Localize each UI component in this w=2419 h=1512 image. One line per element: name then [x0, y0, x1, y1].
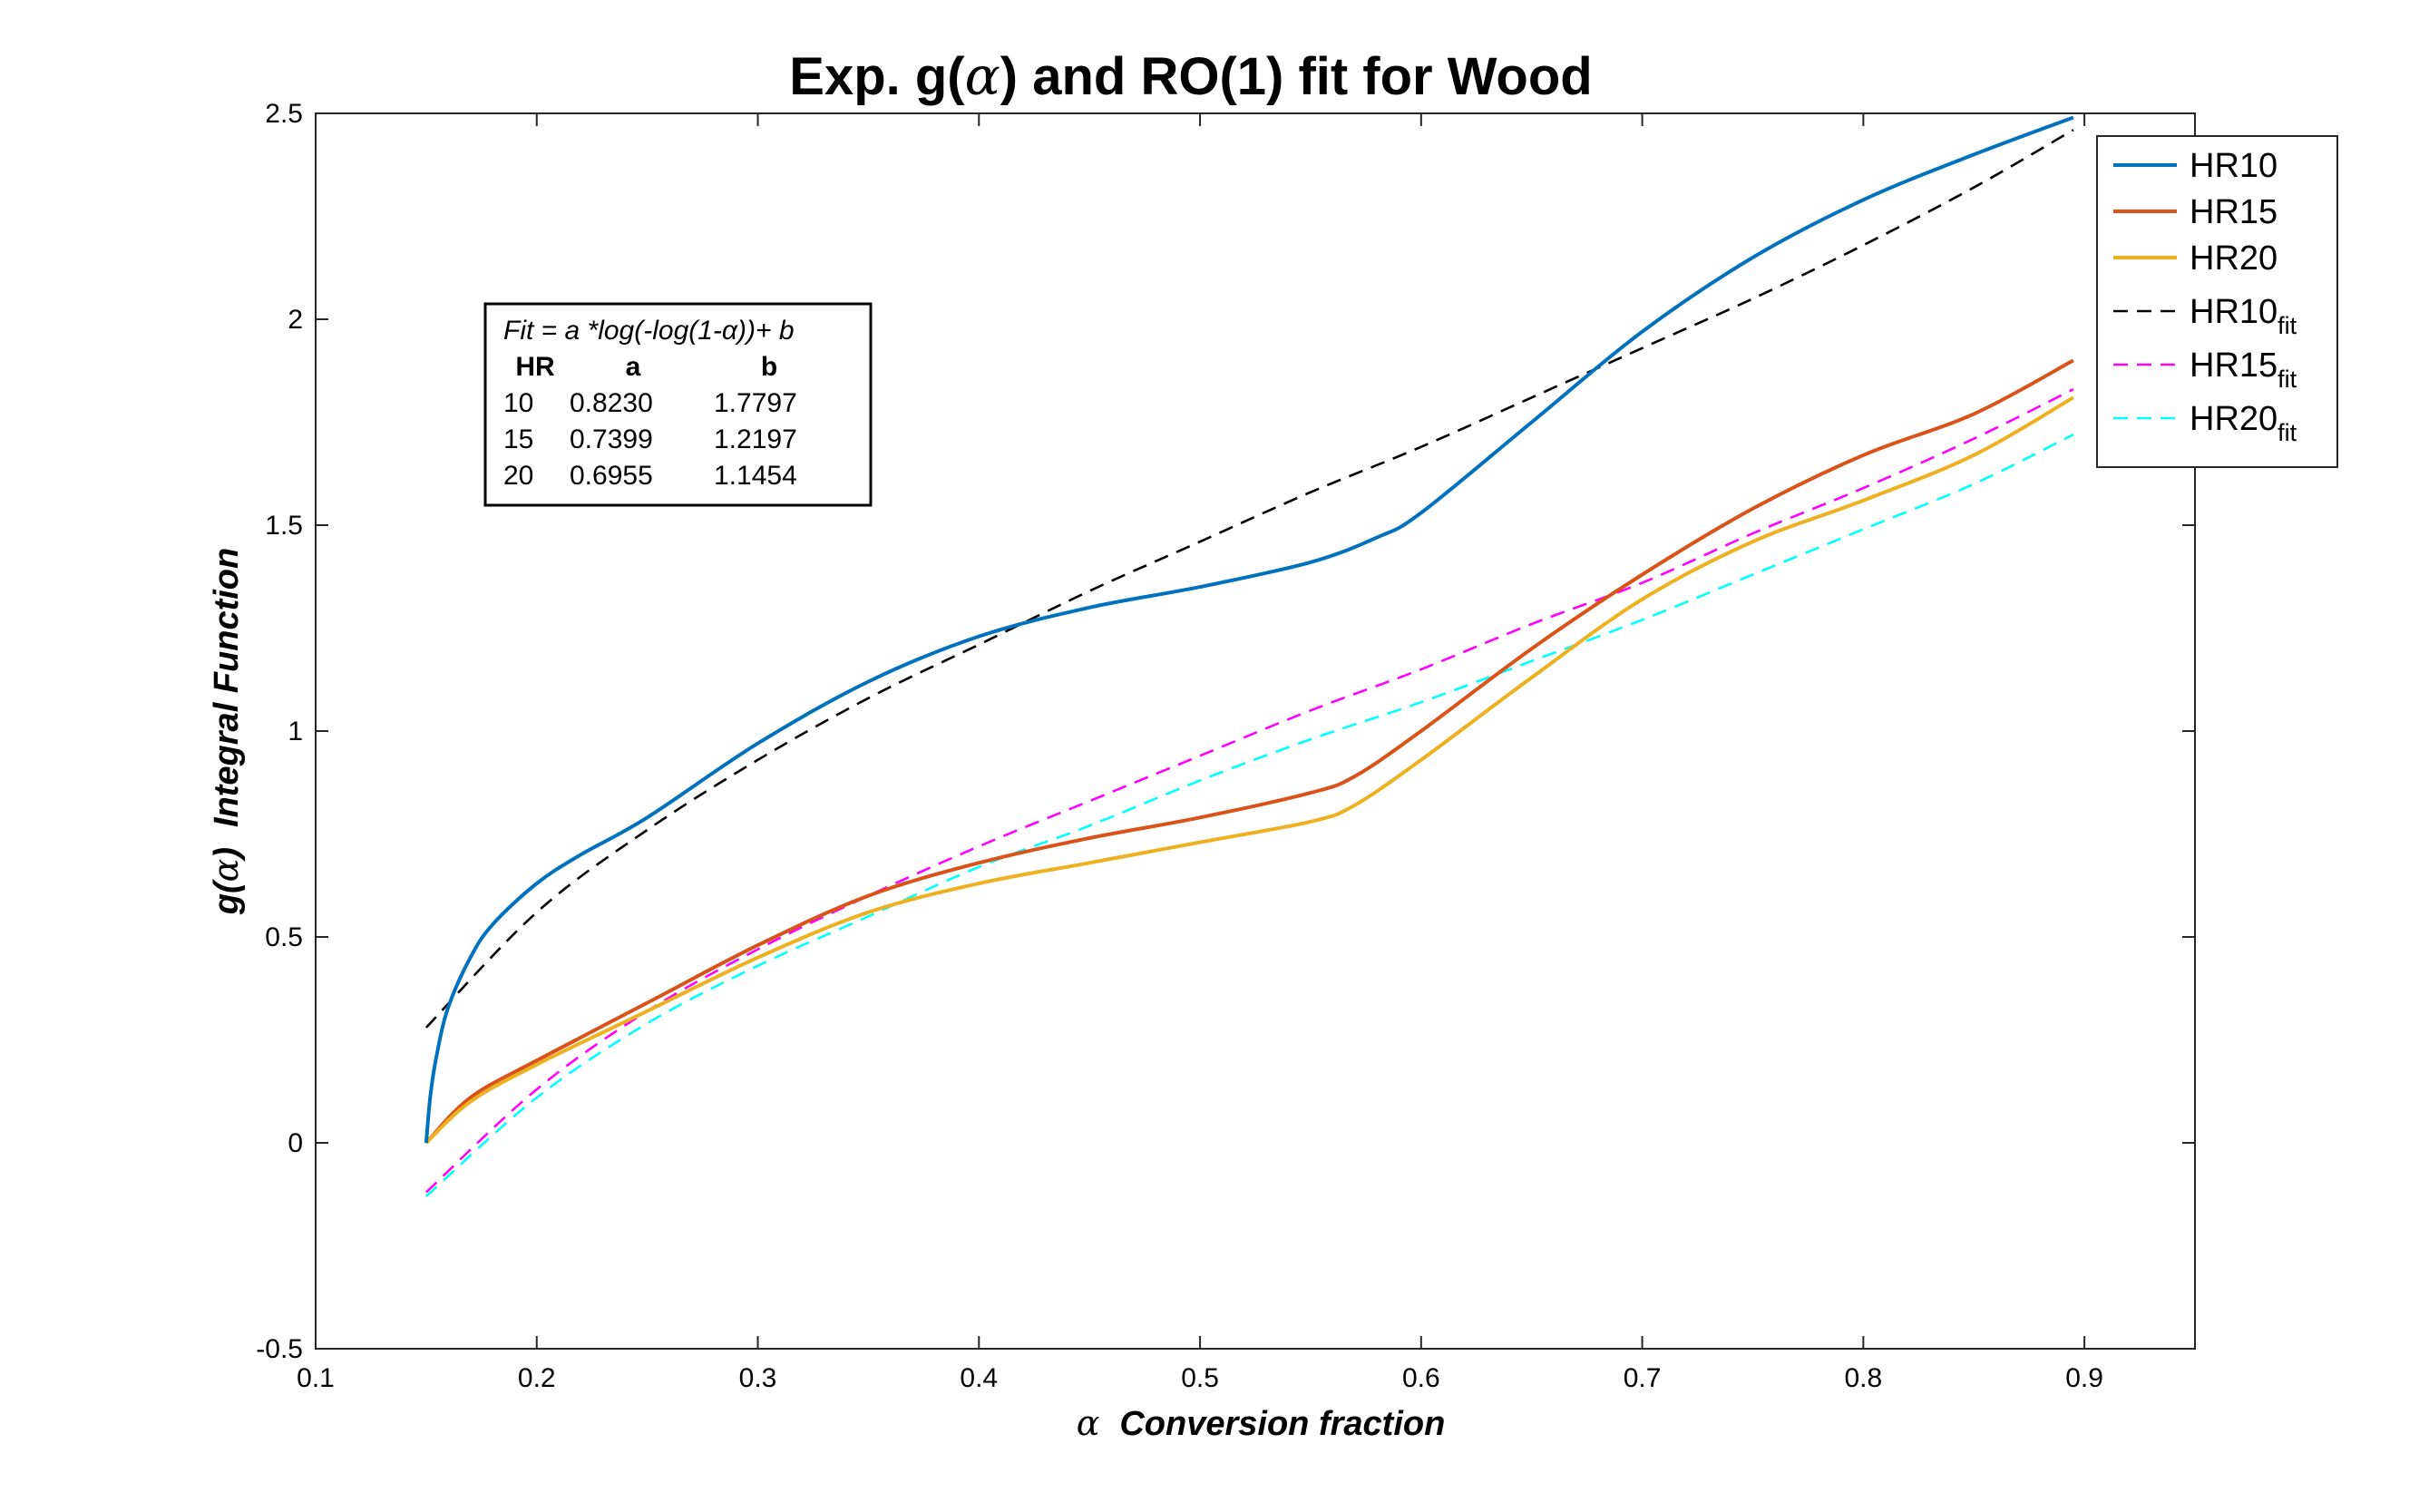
- legend-label-hr20: HR20: [2190, 239, 2278, 278]
- annotation-row-hr: 20: [503, 461, 533, 491]
- plot-area: [315, 112, 2196, 1350]
- annotation-row-hr: 15: [503, 424, 533, 454]
- y-tick-label: 1: [288, 717, 303, 746]
- y-tick-label: 0: [288, 1128, 303, 1158]
- annotation-row-b: 1.7797: [714, 388, 797, 418]
- fit-parameters-box: Fit = a *log(-log(1-α))+ b HR a b 10 0.8…: [483, 302, 873, 507]
- annotation-row-a: 0.7399: [570, 424, 653, 454]
- tick-labels: 0.1 0.2 0.3 0.4 0.5 0.6 0.7 0.8 0.9 -0.5 0 0.5 1 1.5 2…: [256, 99, 2103, 1393]
- x-tick-label: 0.5: [1181, 1363, 1219, 1393]
- legend-label-hr20-fit: HR20fit: [2190, 400, 2297, 446]
- annotation-row-a: 0.8230: [570, 388, 653, 418]
- x-tick-label: 0.4: [960, 1363, 998, 1393]
- legend-label-hr15-fit: HR15fit: [2190, 346, 2297, 393]
- annotation-header-a: a: [626, 352, 641, 382]
- series-line-hr10: [424, 115, 2074, 1144]
- y-tick-label: 1.5: [265, 511, 303, 541]
- annotation-row-hr: 10: [503, 388, 533, 418]
- annotation-row-b: 1.2197: [714, 424, 797, 454]
- legend: HR10 HR15 HR20 HR10fit HR15fit HR20fit: [2096, 135, 2338, 468]
- series-line-hr15-fit: [425, 388, 2074, 1194]
- fit-formula: Fit = a *log(-log(1-α))+ b: [503, 316, 795, 346]
- x-tick-label: 0.3: [739, 1363, 777, 1393]
- y-tick-label: 2.5: [265, 99, 303, 129]
- legend-label-hr15: HR15: [2190, 193, 2278, 231]
- y-axis-label: g(α)Integral Function: [206, 548, 246, 915]
- series-lines: [424, 115, 2074, 1197]
- annotation-header-hr: HR: [515, 352, 555, 382]
- y-tick-label: -0.5: [256, 1334, 303, 1364]
- x-tick-label: 0.7: [1624, 1363, 1662, 1393]
- axes-box: [315, 112, 2196, 1350]
- x-axis-label: α Conversion fraction: [1077, 1403, 1446, 1443]
- annotation-row-b: 1.1454: [714, 461, 797, 491]
- series-line-hr10-fit: [424, 129, 2074, 1029]
- legend-label-hr10-fit: HR10fit: [2190, 293, 2297, 339]
- legend-label-hr10: HR10: [2190, 147, 2278, 185]
- annotation-border: [483, 302, 873, 507]
- axis-ticks: [315, 112, 2195, 1350]
- annotation-header-b: b: [761, 352, 777, 382]
- x-tick-label: 0.1: [297, 1363, 335, 1393]
- x-tick-label: 0.8: [1844, 1363, 1882, 1393]
- series-line-hr20: [424, 395, 2074, 1145]
- x-tick-label: 0.6: [1402, 1363, 1440, 1393]
- y-tick-label: 0.5: [265, 922, 303, 952]
- y-tick-label: 2: [288, 305, 303, 335]
- x-tick-label: 0.9: [2065, 1363, 2103, 1393]
- series-line-hr15: [424, 358, 2074, 1145]
- x-tick-label: 0.2: [518, 1363, 556, 1393]
- chart-title: Exp. g(α) and RO(1) fit for Wood: [789, 45, 1592, 107]
- annotation-row-a: 0.6955: [570, 461, 653, 491]
- legend-box: [2096, 135, 2338, 468]
